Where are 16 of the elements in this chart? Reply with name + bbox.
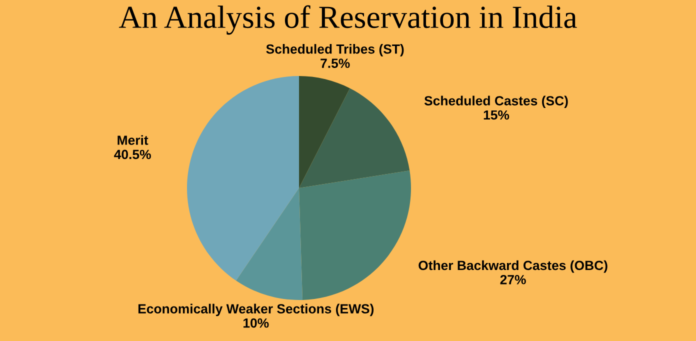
slice-label: Economically Weaker Sections (EWS) <box>138 304 374 316</box>
slice-label: Scheduled Tribes (ST) <box>266 44 404 56</box>
pie-slice <box>299 76 350 188</box>
pie-slice <box>236 188 303 300</box>
data-label: 27% <box>500 274 526 284</box>
chart-title: An Analysis of Reservation in India <box>118 5 577 35</box>
pie-slice <box>187 76 299 281</box>
slice-label: Merit <box>118 135 148 145</box>
data-label: 40.5% <box>114 150 151 160</box>
pie-slice <box>299 170 411 300</box>
data-label: 7.5% <box>320 58 350 68</box>
slice-label: Other Backward Castes (OBC) <box>418 260 608 273</box>
data-label: 15% <box>484 110 510 120</box>
slice-label: Scheduled Castes (SC) <box>424 96 568 108</box>
pie-slice <box>299 88 410 188</box>
data-label: 10% <box>244 318 269 328</box>
